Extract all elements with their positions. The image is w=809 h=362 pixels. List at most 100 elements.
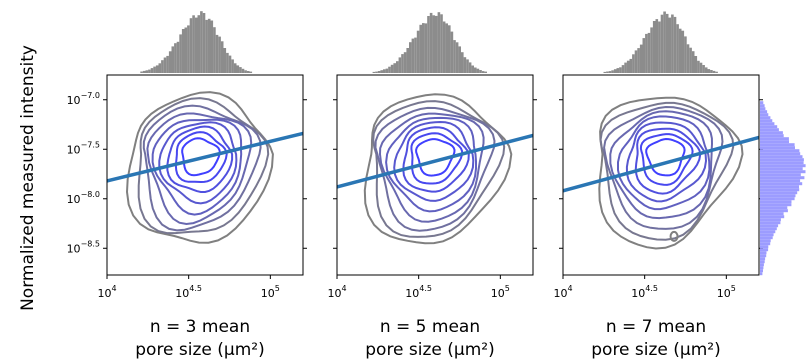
- histogram-bar: [189, 18, 193, 73]
- histogram-bar: [642, 38, 646, 73]
- side-histogram-bar: [760, 188, 800, 192]
- histogram-bar: [665, 13, 669, 73]
- contour-level: [174, 131, 228, 184]
- y-axis-label: Normalized measured intensity: [18, 45, 38, 311]
- side-histogram-bar: [760, 203, 792, 207]
- histogram-bar: [184, 27, 188, 73]
- histogram-bar: [158, 63, 162, 73]
- x-tick-label: 104.5: [631, 284, 658, 300]
- histogram-bar: [215, 34, 219, 73]
- side-histogram-bar: [760, 104, 765, 108]
- histogram-bar: [398, 57, 402, 73]
- histogram-bar: [236, 65, 240, 73]
- contours: [598, 96, 744, 250]
- x-tick-label: 104: [553, 284, 572, 300]
- top-histogram: [372, 12, 487, 74]
- side-histogram-bar: [760, 197, 795, 201]
- x-tick-label: 104.5: [405, 284, 432, 300]
- histogram-bar: [603, 71, 607, 73]
- side-histogram-bar: [760, 269, 763, 273]
- histogram-bar: [616, 68, 620, 73]
- contour-level: [415, 138, 456, 177]
- histogram-bar: [676, 24, 679, 73]
- contour-level: [125, 91, 274, 244]
- contour-level: [639, 133, 694, 186]
- side-histogram: [760, 101, 806, 276]
- histogram-bar: [396, 61, 399, 73]
- histogram-bar: [637, 48, 640, 73]
- histogram-bar: [393, 63, 396, 73]
- side-histogram-bar: [760, 248, 769, 252]
- side-histogram-bar: [760, 200, 792, 204]
- histogram-bar: [658, 21, 661, 73]
- histogram-bar: [424, 23, 428, 73]
- histogram-bar: [385, 68, 389, 73]
- contour-level: [158, 121, 238, 205]
- histogram-bar: [712, 70, 716, 73]
- histogram-bar: [403, 52, 407, 73]
- x-axis-label: n = 3 mean: [150, 317, 250, 337]
- histogram-bar: [205, 19, 208, 73]
- histogram-bar: [468, 62, 472, 73]
- histogram-bar: [427, 16, 430, 73]
- histogram-bar: [647, 32, 651, 73]
- panel-2: 104 104.5 105 n = 5 mean pore size (µm²): [327, 12, 537, 360]
- side-histogram-bar: [760, 179, 801, 183]
- histogram-bar: [632, 54, 635, 73]
- histogram-bar: [699, 62, 703, 73]
- histogram-bar: [174, 43, 177, 73]
- histogram-bar: [450, 31, 454, 74]
- histogram-bar: [194, 17, 198, 74]
- contour-level: [609, 110, 714, 220]
- side-histogram-bar: [760, 140, 789, 144]
- histogram-bar: [422, 23, 425, 74]
- histogram-bar: [689, 47, 692, 73]
- histogram-bar: [153, 66, 156, 73]
- contours: [125, 91, 274, 244]
- histogram-bar: [220, 41, 224, 73]
- histogram-bar: [707, 69, 711, 73]
- histogram-bar: [166, 55, 169, 73]
- side-histogram-bar: [760, 209, 788, 213]
- contour-level: [137, 97, 270, 235]
- side-histogram-bar: [760, 167, 803, 171]
- plot-frame: [106, 74, 304, 276]
- histogram-bar: [619, 67, 622, 73]
- contour-level: [634, 127, 702, 195]
- histogram-bar: [435, 15, 438, 73]
- side-histogram-bar: [760, 257, 766, 261]
- contour-level: [166, 125, 234, 193]
- side-histogram-bar: [760, 137, 789, 141]
- histogram-bar: [684, 36, 687, 73]
- y-tick-label: 10−8.0: [67, 190, 100, 206]
- side-histogram-bar: [760, 212, 784, 216]
- histogram-bar: [634, 50, 638, 73]
- side-histogram-bar: [760, 173, 801, 177]
- contour-level: [142, 104, 262, 232]
- histogram-bar: [652, 21, 656, 73]
- x-tick-label: 105: [717, 284, 736, 300]
- histogram-bar: [663, 11, 666, 73]
- histogram-bar: [606, 71, 609, 73]
- y-tick-label: 10−7.0: [67, 91, 100, 107]
- histogram-bar: [163, 57, 167, 73]
- side-histogram-bar: [760, 227, 777, 231]
- histogram-bar: [608, 71, 612, 73]
- histogram-bar: [437, 12, 441, 73]
- side-histogram-bar: [760, 146, 795, 150]
- histogram-bar: [613, 69, 617, 73]
- side-histogram-bar: [760, 185, 799, 189]
- histogram-bar: [414, 37, 417, 73]
- contours: [363, 93, 513, 245]
- side-histogram-bar: [760, 176, 805, 180]
- x-tick-label: 105: [491, 284, 510, 300]
- histogram-bar: [697, 60, 700, 73]
- histogram-bar: [639, 44, 643, 73]
- plot-frame: [562, 74, 760, 276]
- panels: 10−7.0 10−7.5 10−8.0 10−8.5 104 104.5 105 n = 3…: [67, 11, 806, 360]
- histogram-bar: [148, 69, 151, 73]
- contour-level: [393, 120, 475, 202]
- side-histogram-bar: [760, 125, 778, 129]
- histogram-bar: [202, 13, 206, 73]
- histogram-bar: [694, 56, 698, 73]
